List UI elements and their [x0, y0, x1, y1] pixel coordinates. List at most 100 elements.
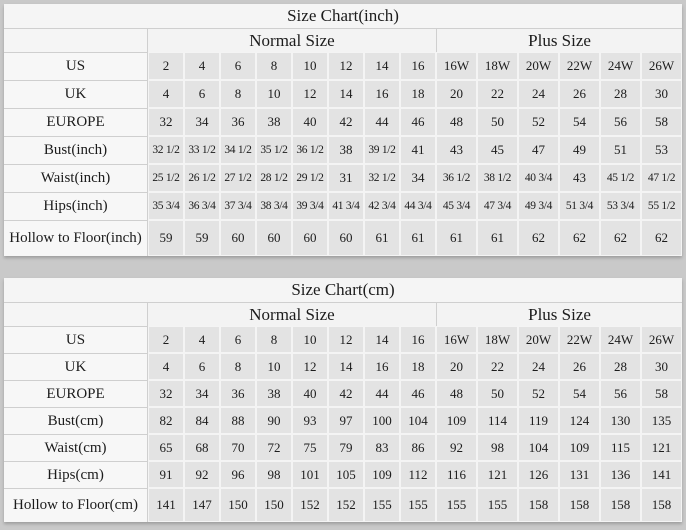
size-value-cell: 14 — [364, 52, 400, 80]
column-group-header: Plus Size — [436, 302, 683, 326]
size-value-cell: 50 — [477, 380, 518, 407]
size-value-cell: 29 1/2 — [292, 164, 328, 192]
size-value-cell: 37 3/4 — [220, 192, 256, 220]
size-value-cell: 72 — [256, 434, 292, 461]
size-value-cell: 34 — [184, 108, 220, 136]
size-value-cell: 6 — [220, 326, 256, 353]
size-value-cell: 42 — [328, 380, 364, 407]
size-value-cell: 32 — [148, 380, 184, 407]
table-row: Hips(cm) 91 92 96 98 101 105 109 112 116 121 126 131… — [4, 461, 683, 488]
size-value-cell: 61 — [364, 220, 400, 256]
size-value-cell: 36 1/2 — [436, 164, 477, 192]
size-value-cell: 46 — [400, 108, 436, 136]
row-label: EUROPE — [4, 108, 148, 136]
size-value-cell: 109 — [364, 461, 400, 488]
size-value-cell: 90 — [256, 407, 292, 434]
size-value-cell: 109 — [436, 407, 477, 434]
size-value-cell: 36 — [220, 108, 256, 136]
row-label: UK — [4, 353, 148, 380]
size-value-cell: 34 — [184, 380, 220, 407]
size-value-cell: 22W — [559, 52, 600, 80]
size-value-cell: 101 — [292, 461, 328, 488]
size-value-cell: 60 — [328, 220, 364, 256]
table-row: Hollow to Floor(inch) 59 59 60 60 60 60 61 61 61 6… — [4, 220, 683, 256]
table-row: EUROPE 32 34 36 38 40 42 44 46 48 50 52 54 56 58 — [4, 380, 683, 407]
size-value-cell: 4 — [184, 326, 220, 353]
size-value-cell: 62 — [641, 220, 683, 256]
size-value-cell: 58 — [641, 380, 683, 407]
size-value-cell: 53 3/4 — [600, 192, 641, 220]
size-value-cell: 10 — [256, 353, 292, 380]
size-value-cell: 30 — [641, 80, 683, 108]
size-chart-cm-table: Size Chart(cm) Normal Size Plus Size US 2 4 6 8… — [4, 278, 683, 522]
size-value-cell: 22 — [477, 353, 518, 380]
size-value-cell: 68 — [184, 434, 220, 461]
size-value-cell: 59 — [184, 220, 220, 256]
size-value-cell: 27 1/2 — [220, 164, 256, 192]
row-label: US — [4, 326, 148, 353]
size-value-cell: 40 — [292, 380, 328, 407]
size-value-cell: 115 — [600, 434, 641, 461]
size-value-cell: 12 — [328, 326, 364, 353]
size-value-cell: 6 — [184, 80, 220, 108]
size-value-cell: 83 — [364, 434, 400, 461]
size-value-cell: 36 3/4 — [184, 192, 220, 220]
size-value-cell: 49 3/4 — [518, 192, 559, 220]
size-value-cell: 44 — [364, 380, 400, 407]
size-value-cell: 48 — [436, 380, 477, 407]
size-value-cell: 38 — [328, 136, 364, 164]
corner-cell — [4, 302, 148, 326]
size-value-cell: 119 — [518, 407, 559, 434]
size-value-cell: 53 — [641, 136, 683, 164]
table-row: Bust(inch) 32 1/2 33 1/2 34 1/2 35 1/2 36 1/2… — [4, 136, 683, 164]
size-value-cell: 55 1/2 — [641, 192, 683, 220]
size-value-cell: 86 — [400, 434, 436, 461]
size-value-cell: 2 — [148, 52, 184, 80]
size-value-cell: 155 — [477, 488, 518, 522]
size-value-cell: 47 — [518, 136, 559, 164]
size-value-cell: 8 — [220, 353, 256, 380]
size-value-cell: 96 — [220, 461, 256, 488]
size-value-cell: 61 — [477, 220, 518, 256]
size-value-cell: 60 — [220, 220, 256, 256]
row-label: UK — [4, 80, 148, 108]
size-value-cell: 150 — [220, 488, 256, 522]
size-value-cell: 25 1/2 — [148, 164, 184, 192]
size-value-cell: 38 — [256, 108, 292, 136]
size-value-cell: 40 3/4 — [518, 164, 559, 192]
size-value-cell: 152 — [328, 488, 364, 522]
size-value-cell: 44 — [364, 108, 400, 136]
size-value-cell: 32 1/2 — [148, 136, 184, 164]
row-label: Hips(inch) — [4, 192, 148, 220]
column-group-header: Plus Size — [436, 28, 683, 52]
size-value-cell: 48 — [436, 108, 477, 136]
size-value-cell: 34 1/2 — [220, 136, 256, 164]
size-value-cell: 26W — [641, 326, 683, 353]
size-value-cell: 47 3/4 — [477, 192, 518, 220]
size-value-cell: 28 1/2 — [256, 164, 292, 192]
row-label: Bust(cm) — [4, 407, 148, 434]
row-label: US — [4, 52, 148, 80]
column-group-header: Normal Size — [148, 302, 436, 326]
size-value-cell: 16 — [364, 80, 400, 108]
size-value-cell: 141 — [148, 488, 184, 522]
size-value-cell: 22W — [559, 326, 600, 353]
table-row: Waist(inch) 25 1/2 26 1/2 27 1/2 28 1/2 29 1/… — [4, 164, 683, 192]
table-row: Hips(inch) 35 3/4 36 3/4 37 3/4 38 3/4 39 3/4… — [4, 192, 683, 220]
size-value-cell: 43 — [436, 136, 477, 164]
size-value-cell: 12 — [328, 52, 364, 80]
size-value-cell: 18 — [400, 353, 436, 380]
row-label: Waist(cm) — [4, 434, 148, 461]
size-value-cell: 46 — [400, 380, 436, 407]
size-value-cell: 50 — [477, 108, 518, 136]
size-value-cell: 98 — [256, 461, 292, 488]
size-value-cell: 60 — [292, 220, 328, 256]
size-value-cell: 30 — [641, 353, 683, 380]
size-value-cell: 61 — [400, 220, 436, 256]
size-value-cell: 126 — [518, 461, 559, 488]
table-row: Hollow to Floor(cm) 141 147 150 150 152 152 155… — [4, 488, 683, 522]
size-value-cell: 32 — [148, 108, 184, 136]
size-value-cell: 82 — [148, 407, 184, 434]
size-value-cell: 155 — [436, 488, 477, 522]
size-value-cell: 141 — [641, 461, 683, 488]
